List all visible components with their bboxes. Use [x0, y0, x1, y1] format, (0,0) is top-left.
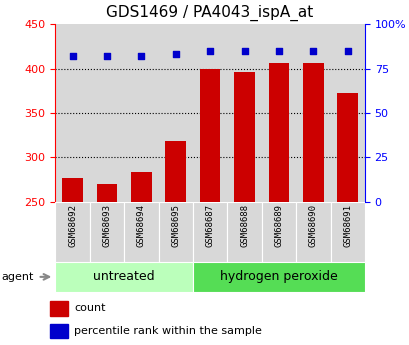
Point	[275, 48, 281, 53]
Text: GSM68688: GSM68688	[239, 204, 248, 247]
Text: GSM68694: GSM68694	[137, 204, 146, 247]
Bar	[55, 24, 90, 202]
Bar	[55, 262, 193, 292]
Point	[240, 48, 247, 53]
Bar	[124, 202, 158, 262]
Bar	[97, 184, 117, 202]
Point	[103, 53, 110, 59]
Text: percentile rank within the sample: percentile rank within the sample	[74, 326, 261, 336]
Text: untreated: untreated	[93, 270, 155, 283]
Bar	[295, 24, 330, 202]
Bar	[193, 24, 227, 202]
Bar	[90, 202, 124, 262]
Bar	[302, 63, 323, 202]
Bar	[50, 301, 67, 316]
Bar	[227, 202, 261, 262]
Point	[138, 53, 144, 59]
Bar	[55, 202, 90, 262]
Text: GSM68690: GSM68690	[308, 204, 317, 247]
Text: GSM68687: GSM68687	[205, 204, 214, 247]
Text: GSM68691: GSM68691	[342, 204, 351, 247]
Bar	[227, 24, 261, 202]
Bar	[268, 63, 288, 202]
Bar	[90, 24, 124, 202]
Bar	[165, 141, 186, 202]
Bar	[50, 324, 67, 338]
Bar	[131, 171, 151, 202]
Bar	[124, 24, 158, 202]
Bar	[193, 262, 364, 292]
Text: count: count	[74, 303, 106, 313]
Bar	[158, 24, 193, 202]
Bar	[193, 202, 227, 262]
Text: GSM68689: GSM68689	[274, 204, 283, 247]
Bar	[199, 69, 220, 202]
Bar	[261, 202, 295, 262]
Text: GSM68695: GSM68695	[171, 204, 180, 247]
Point	[344, 48, 350, 53]
Text: GSM68692: GSM68692	[68, 204, 77, 247]
Title: GDS1469 / PA4043_ispA_at: GDS1469 / PA4043_ispA_at	[106, 5, 313, 21]
Text: GSM68693: GSM68693	[102, 204, 111, 247]
Point	[172, 52, 179, 57]
Bar	[261, 24, 295, 202]
Bar	[62, 178, 83, 202]
Bar	[234, 72, 254, 202]
Text: agent: agent	[1, 272, 34, 282]
Point	[207, 48, 213, 53]
Text: hydrogen peroxide: hydrogen peroxide	[220, 270, 337, 283]
Bar	[330, 24, 364, 202]
Bar	[158, 202, 193, 262]
Point	[69, 53, 76, 59]
Bar	[330, 202, 364, 262]
Bar	[337, 92, 357, 202]
Bar	[295, 202, 330, 262]
Point	[309, 48, 316, 53]
